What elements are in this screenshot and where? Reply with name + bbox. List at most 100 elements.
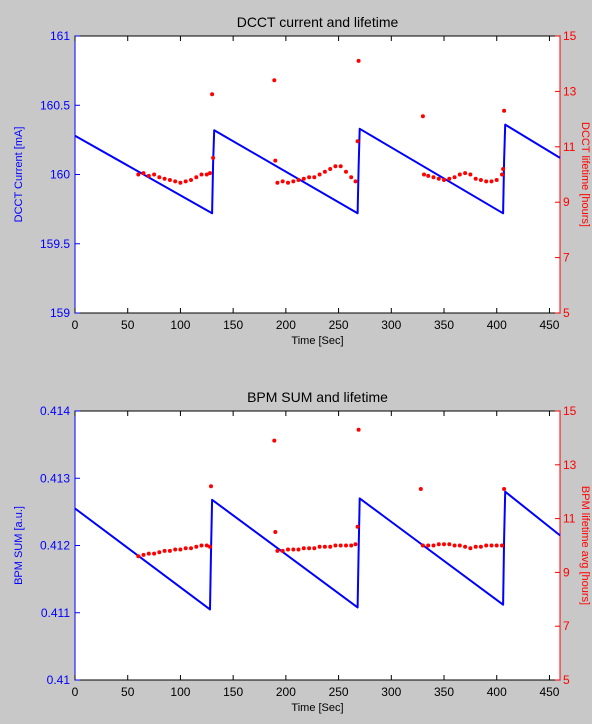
y2-tick-label: 7: [563, 619, 570, 633]
lifetime-point: [422, 172, 426, 177]
lifetime-point: [307, 175, 312, 180]
chart-title: DCCT current and lifetime: [237, 14, 399, 30]
lifetime-point: [484, 543, 489, 548]
lifetime-point: [484, 179, 489, 184]
x-tick-label: 0: [72, 685, 79, 699]
lifetime-point: [272, 438, 277, 443]
lifetime-point: [322, 169, 327, 174]
lifetime-point: [426, 173, 431, 178]
lifetime-point: [426, 543, 431, 548]
lifetime-point: [356, 58, 361, 63]
lifetime-point: [178, 180, 183, 185]
lifetime-point: [452, 175, 457, 180]
y-tick-label: 159: [50, 306, 70, 320]
x-tick-label: 0: [72, 318, 79, 332]
x-tick-label: 450: [539, 318, 559, 332]
x-tick-label: 150: [223, 685, 243, 699]
y2-tick-label: 15: [563, 29, 577, 43]
lifetime-point: [431, 175, 436, 180]
lifetime-point: [353, 179, 358, 184]
lifetime-point: [301, 176, 306, 181]
lifetime-point: [489, 179, 494, 184]
lifetime-point: [211, 155, 216, 160]
chart-title: BPM SUM and lifetime: [247, 389, 388, 405]
lifetime-point: [141, 552, 146, 557]
lifetime-point: [447, 542, 452, 547]
lifetime-point: [141, 171, 146, 176]
lifetime-point: [447, 176, 452, 181]
lifetime-point: [152, 551, 157, 556]
x-tick-label: 300: [381, 685, 401, 699]
lifetime-point: [280, 548, 285, 553]
lifetime-point: [436, 542, 441, 547]
lifetime-point: [286, 180, 290, 185]
x-axis-label: Time [Sec]: [291, 702, 343, 714]
y-tick-label: 0.413: [40, 471, 70, 485]
lifetime-point: [152, 172, 157, 177]
lifetime-point: [146, 173, 151, 178]
lifetime-point: [344, 169, 348, 174]
lifetime-point: [478, 544, 483, 549]
y2-tick-label: 11: [563, 512, 576, 526]
lifetime-point: [199, 172, 204, 177]
lifetime-point: [275, 548, 280, 553]
x-tick-label: 250: [329, 318, 349, 332]
plot-area: [74, 410, 561, 681]
lifetime-point: [208, 171, 212, 176]
lifetime-point: [344, 543, 348, 548]
lifetime-point: [273, 158, 278, 163]
lifetime-point: [204, 543, 209, 548]
series-line-current: [74, 123, 561, 215]
lifetime-point: [189, 178, 193, 182]
lifetime-point: [338, 164, 343, 169]
lifetime-point: [296, 178, 301, 182]
lifetime-point: [317, 172, 322, 177]
lifetime-point: [173, 547, 178, 552]
y-tick-label: 161: [50, 29, 70, 43]
y-tick-label: 159.5: [40, 237, 70, 251]
lifetime-point: [296, 547, 301, 552]
lifetime-point: [291, 179, 296, 184]
lifetime-point: [500, 172, 504, 177]
y2-tick-label: 9: [563, 195, 570, 209]
lifetime-point: [273, 530, 278, 534]
lifetime-point: [146, 551, 151, 556]
x-tick-label: 350: [434, 685, 454, 699]
x-axis-label: Time [Sec]: [291, 335, 343, 347]
lifetime-point: [478, 178, 483, 182]
lifetime-point: [208, 544, 212, 549]
y2-tick-label: 7: [563, 251, 570, 265]
lifetime-point: [301, 546, 306, 551]
lifetime-point: [183, 546, 188, 551]
x-tick-label: 150: [223, 318, 243, 332]
lifetime-point: [356, 427, 361, 432]
x-tick-label: 450: [539, 685, 559, 699]
lifetime-point: [420, 114, 425, 119]
x-tick-label: 50: [121, 685, 135, 699]
lifetime-point: [442, 542, 446, 547]
lifetime-point: [333, 543, 338, 548]
lifetime-point: [457, 172, 462, 177]
lifetime-point: [494, 543, 499, 548]
lifetime-point: [162, 548, 167, 553]
lifetime-point: [501, 167, 506, 171]
lifetime-point: [178, 547, 183, 552]
lifetime-point: [317, 544, 322, 549]
lifetime-point: [162, 176, 167, 181]
y-tick-label: 0.412: [40, 539, 70, 553]
lifetime-point: [136, 172, 141, 177]
lifetime-point: [349, 175, 354, 180]
y-axis-label: DCCT Current [mA]: [13, 127, 25, 223]
lifetime-point: [333, 164, 338, 169]
lifetime-point: [312, 546, 317, 551]
lifetime-point: [167, 178, 172, 182]
x-tick-label: 200: [276, 685, 296, 699]
lifetime-point: [183, 179, 188, 184]
y2-tick-label: 9: [563, 565, 570, 579]
lifetime-point: [353, 542, 358, 547]
series-line-current: [74, 490, 561, 611]
lifetime-point: [291, 547, 296, 552]
y2-tick-label: 5: [563, 306, 570, 320]
x-tick-label: 300: [381, 318, 401, 332]
